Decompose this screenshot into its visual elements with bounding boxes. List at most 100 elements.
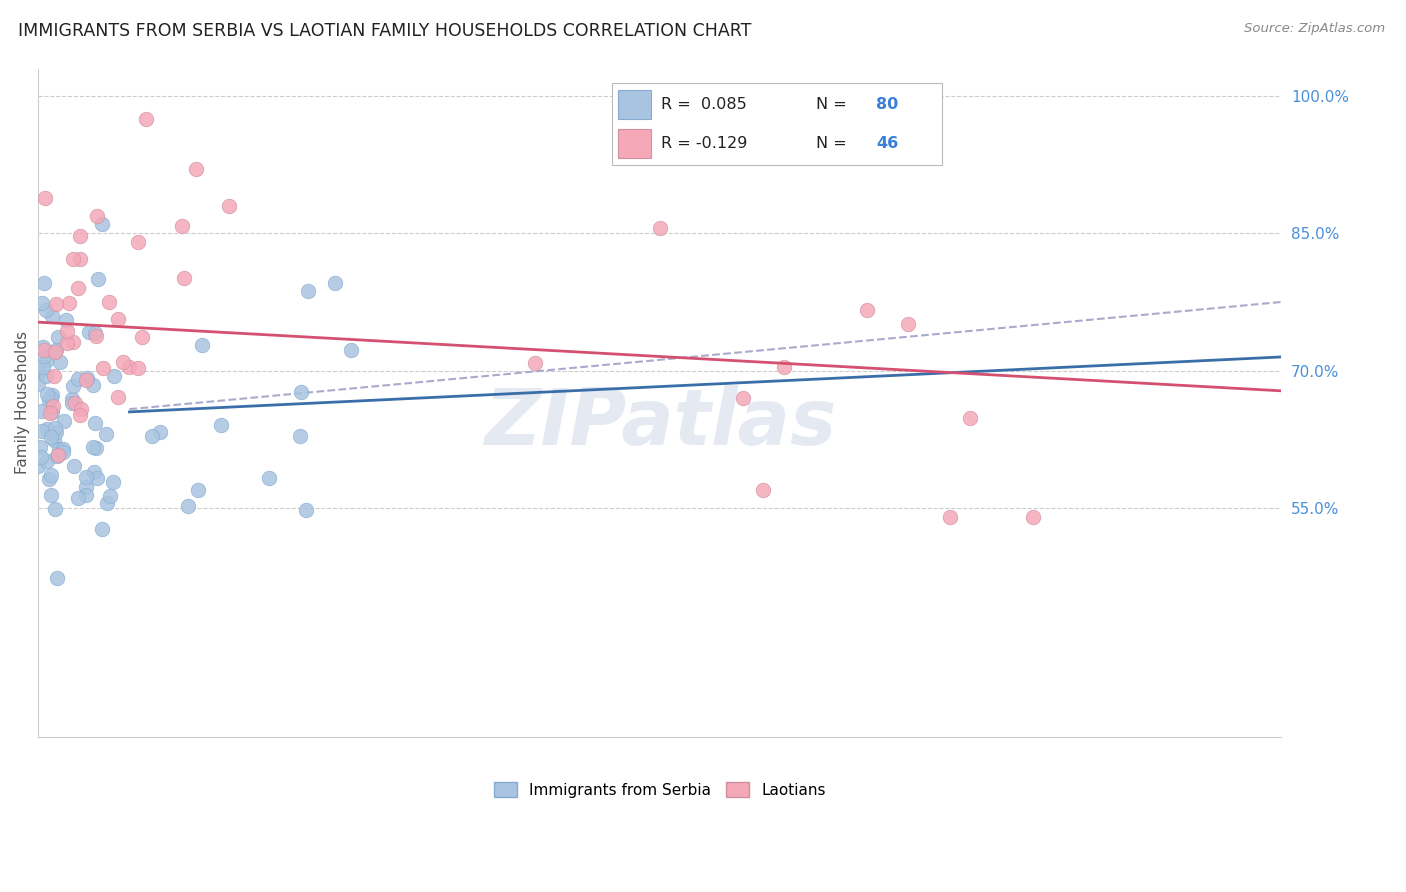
Point	[170, 219, 193, 233]
Text: R = -0.129: R = -0.129	[661, 136, 748, 151]
Point	[93, 361, 115, 376]
Point	[897, 317, 920, 331]
Point	[34, 349, 56, 363]
Point	[31, 296, 53, 310]
Point	[52, 445, 75, 459]
Point	[297, 284, 319, 298]
Text: ZIPatlas: ZIPatlas	[484, 384, 835, 461]
Point	[45, 297, 67, 311]
Point	[56, 336, 79, 351]
Point	[103, 368, 125, 383]
Point	[290, 385, 312, 400]
Point	[45, 343, 67, 358]
Point	[75, 373, 97, 387]
Point	[83, 326, 105, 340]
Point	[131, 329, 153, 343]
Point	[149, 425, 172, 439]
Point	[209, 418, 232, 433]
Point	[86, 471, 108, 485]
Point	[96, 496, 118, 510]
Point	[28, 440, 51, 454]
Point	[118, 360, 141, 375]
Point	[323, 276, 346, 290]
Point	[295, 503, 318, 517]
Point	[42, 399, 65, 413]
Point	[42, 433, 65, 447]
Point	[69, 252, 91, 267]
Point	[731, 392, 754, 406]
Point	[191, 337, 214, 351]
Point	[648, 221, 671, 235]
Point	[52, 442, 75, 456]
Point	[101, 475, 124, 489]
Point	[66, 281, 89, 295]
Text: Source: ZipAtlas.com: Source: ZipAtlas.com	[1244, 22, 1385, 36]
Point	[39, 467, 62, 482]
Point	[39, 391, 62, 405]
Point	[31, 404, 53, 418]
Point	[31, 340, 53, 354]
Point	[35, 387, 58, 401]
FancyBboxPatch shape	[619, 89, 651, 119]
Point	[63, 396, 86, 410]
Point	[288, 429, 311, 443]
Point	[86, 441, 108, 455]
Text: R =  0.085: R = 0.085	[661, 97, 747, 112]
Text: 46: 46	[876, 136, 898, 151]
Point	[87, 272, 110, 286]
FancyBboxPatch shape	[619, 129, 651, 159]
Point	[56, 324, 79, 338]
Point	[218, 199, 240, 213]
Point	[98, 294, 121, 309]
Point	[82, 440, 104, 454]
Text: N =: N =	[817, 136, 852, 151]
FancyBboxPatch shape	[612, 83, 942, 165]
Point	[27, 377, 49, 392]
Point	[107, 390, 129, 404]
Point	[41, 388, 63, 402]
Point	[94, 426, 117, 441]
Point	[856, 303, 879, 318]
Point	[28, 365, 51, 379]
Point	[135, 112, 157, 126]
Point	[752, 483, 775, 497]
Text: 80: 80	[876, 97, 898, 112]
Point	[76, 371, 98, 385]
Point	[39, 488, 62, 502]
Point	[32, 360, 55, 375]
Point	[41, 405, 63, 419]
Point	[84, 416, 107, 430]
Point	[48, 442, 70, 456]
Text: N =: N =	[817, 97, 852, 112]
Point	[35, 302, 58, 317]
Point	[127, 360, 149, 375]
Point	[173, 271, 195, 285]
Point	[187, 483, 209, 498]
Point	[111, 355, 134, 369]
Point	[60, 392, 83, 406]
Point	[100, 489, 122, 503]
Point	[31, 425, 53, 439]
Point	[45, 425, 67, 439]
Point	[177, 499, 200, 513]
Point	[32, 343, 55, 357]
Point	[44, 368, 66, 383]
Point	[66, 491, 89, 505]
Point	[38, 472, 60, 486]
Point	[38, 392, 60, 407]
Point	[69, 228, 91, 243]
Point	[39, 429, 62, 443]
Point	[75, 488, 97, 502]
Point	[70, 401, 93, 416]
Point	[84, 328, 107, 343]
Point	[82, 377, 104, 392]
Point	[127, 235, 149, 250]
Point	[53, 414, 76, 428]
Point	[69, 408, 91, 422]
Point	[107, 312, 129, 326]
Point	[30, 450, 52, 465]
Point	[37, 454, 59, 468]
Point	[34, 191, 56, 205]
Point	[141, 428, 163, 442]
Point	[46, 449, 69, 463]
